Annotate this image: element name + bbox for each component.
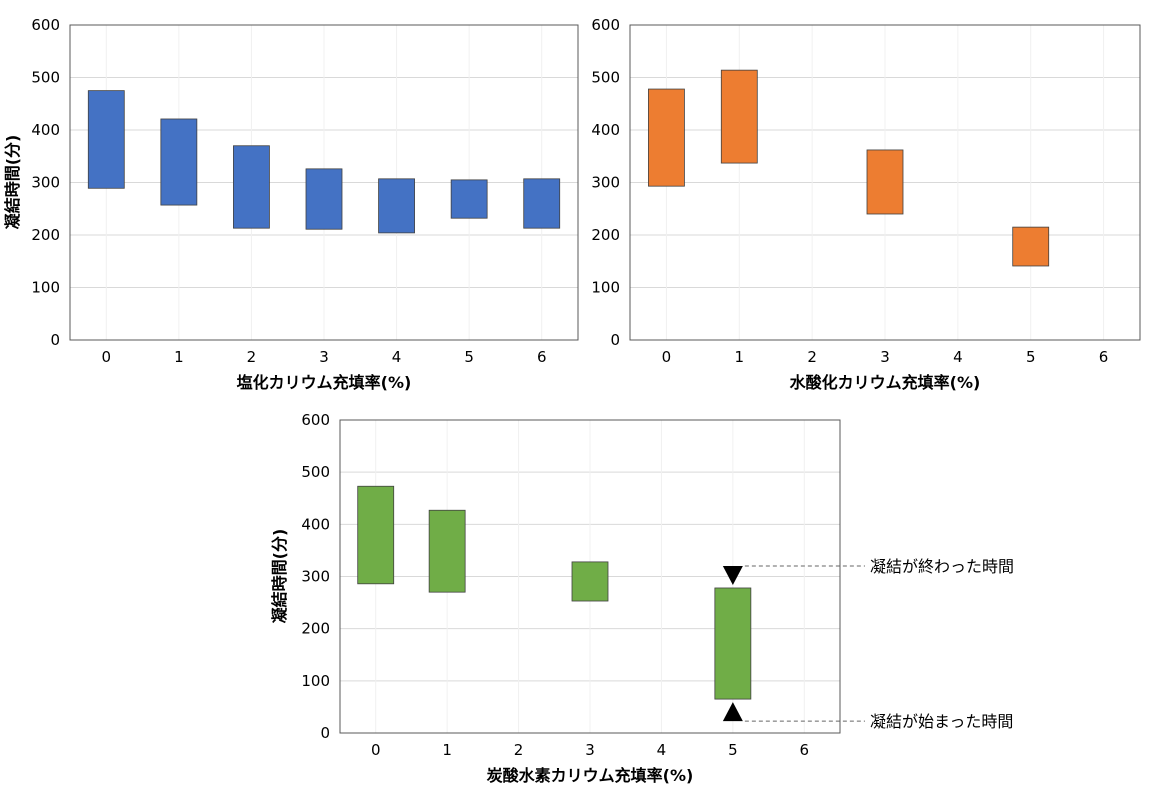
x-tick-label: 2 xyxy=(807,348,817,366)
x-tick-label: 4 xyxy=(392,348,402,366)
x-tick-label: 6 xyxy=(1099,348,1109,366)
y-tick-label: 200 xyxy=(31,226,60,244)
bar-1 xyxy=(428,509,466,593)
bar-5 xyxy=(1012,226,1050,267)
y-tick-label: 100 xyxy=(301,672,330,690)
chart-1: 0 100 200 300 400 500 600 0 1 2 3 4 5 6 塩化カリウム充填率(%) 凝結… xyxy=(3,16,579,392)
x-tick-label: 2 xyxy=(247,348,257,366)
bar-4 xyxy=(378,178,415,234)
bar-0 xyxy=(87,90,125,189)
x-axis-title: 炭酸水素カリウム充填率(%) xyxy=(487,766,694,785)
bar-3 xyxy=(866,149,904,215)
x-axis-title: 塩化カリウム充填率(%) xyxy=(237,373,412,392)
x-tick-label: 0 xyxy=(371,741,381,759)
y-tick-label: 600 xyxy=(31,16,60,34)
bar-0 xyxy=(648,88,685,187)
bar-0 xyxy=(357,485,395,585)
x-tick-label: 6 xyxy=(800,741,810,759)
x-tick-label: 2 xyxy=(514,741,524,759)
y-tick-label: 500 xyxy=(301,463,330,481)
x-tick-label: 1 xyxy=(735,348,745,366)
plot-frame xyxy=(339,419,841,734)
x-tick-label: 4 xyxy=(657,741,667,759)
y-tick-label: 0 xyxy=(50,331,60,349)
y-tick-label: 600 xyxy=(301,411,330,429)
x-tick-label: 4 xyxy=(953,348,963,366)
y-tick-label: 400 xyxy=(31,121,60,139)
y-tick-label: 400 xyxy=(591,121,620,139)
plot-frame xyxy=(629,24,1141,341)
bar-3 xyxy=(571,561,609,602)
y-tick-label: 300 xyxy=(591,174,620,192)
bar-6 xyxy=(523,178,561,229)
chart-3: 0 100 200 300 400 500 600 0 1 2 3 4 5 6 炭酸水素カリウム充填率(%)… xyxy=(270,411,1014,785)
bar-5 xyxy=(450,179,488,219)
x-tick-label: 5 xyxy=(728,741,738,759)
start-arrow-icon xyxy=(722,702,743,722)
x-tick-label: 3 xyxy=(319,348,329,366)
y-tick-label: 200 xyxy=(591,226,620,244)
chart-2: 0 100 200 300 400 500 600 0 1 2 3 4 5 6 水酸化カリウム充填率(%) xyxy=(591,16,1141,392)
y-tick-label: 500 xyxy=(31,69,60,87)
y-tick-label: 300 xyxy=(31,174,60,192)
bar-1 xyxy=(720,69,758,164)
bar-1 xyxy=(160,118,198,206)
y-tick-label: 0 xyxy=(320,724,330,742)
x-tick-label: 0 xyxy=(102,348,112,366)
x-tick-label: 5 xyxy=(1026,348,1036,366)
end-arrow-icon xyxy=(722,565,743,585)
x-tick-label: 3 xyxy=(880,348,890,366)
start-annotation: 凝結が始まった時間 xyxy=(870,712,1013,731)
x-tick-label: 1 xyxy=(174,348,184,366)
bar-2 xyxy=(233,145,270,229)
y-tick-label: 300 xyxy=(301,568,330,586)
y-tick-label: 200 xyxy=(301,620,330,638)
bar-3 xyxy=(305,168,343,230)
x-tick-label: 5 xyxy=(464,348,474,366)
y-tick-label: 500 xyxy=(591,69,620,87)
x-tick-label: 0 xyxy=(662,348,672,366)
y-tick-label: 400 xyxy=(301,515,330,533)
end-annotation: 凝結が終わった時間 xyxy=(870,557,1014,576)
x-axis-title: 水酸化カリウム充填率(%) xyxy=(790,373,981,392)
y-tick-label: 0 xyxy=(610,331,620,349)
y-tick-label: 600 xyxy=(591,16,620,34)
x-tick-label: 6 xyxy=(537,348,547,366)
plot-frame xyxy=(69,24,579,341)
y-axis-title: 凝結時間(分) xyxy=(270,529,289,624)
x-tick-label: 1 xyxy=(442,741,452,759)
x-tick-label: 3 xyxy=(585,741,595,759)
y-tick-label: 100 xyxy=(31,279,60,297)
bar-5 xyxy=(714,587,752,700)
y-axis-title: 凝結時間(分) xyxy=(3,135,22,230)
y-tick-label: 100 xyxy=(591,279,620,297)
